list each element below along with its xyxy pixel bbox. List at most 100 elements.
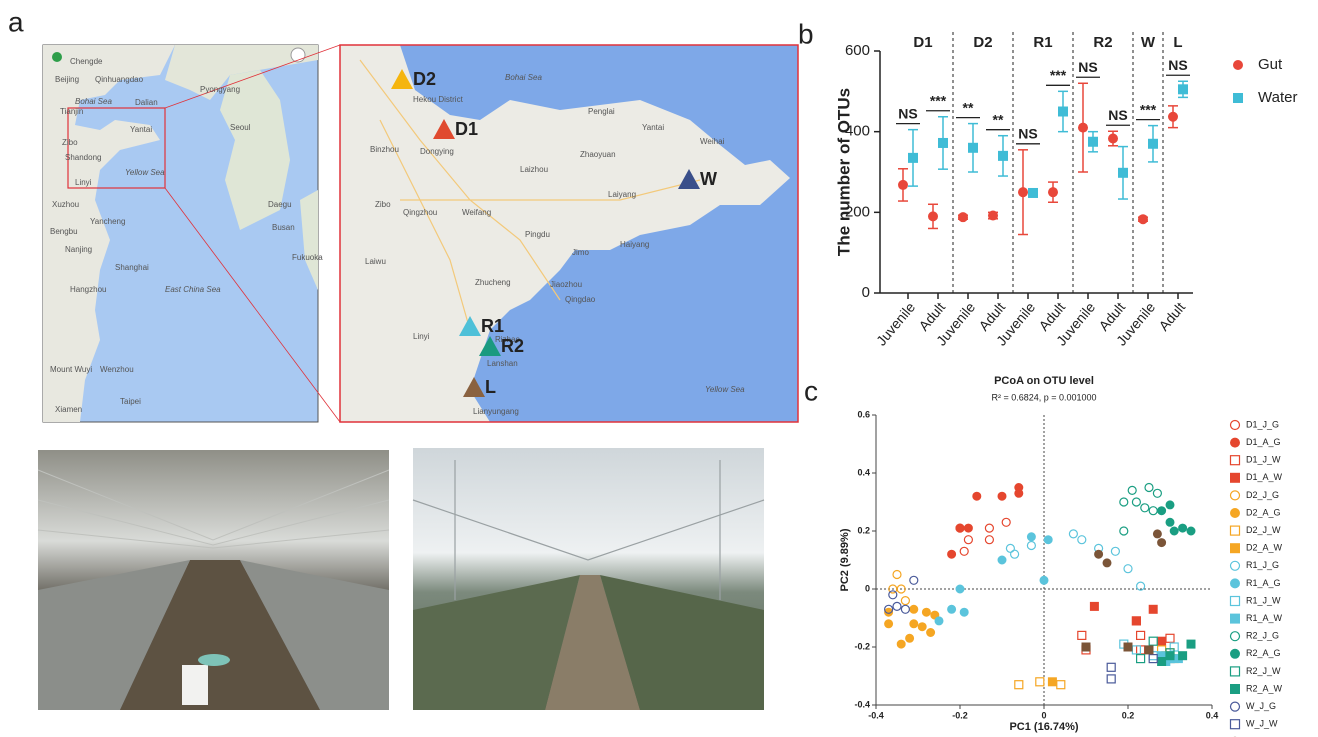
point bbox=[1149, 655, 1157, 663]
point bbox=[964, 536, 972, 544]
point bbox=[1107, 663, 1115, 671]
point bbox=[885, 620, 893, 628]
legend-marker bbox=[1231, 438, 1240, 447]
map-label: Binzhou bbox=[370, 145, 399, 154]
point bbox=[960, 547, 968, 555]
legend-label: R2_A_W bbox=[1246, 683, 1283, 693]
legend-label: W_J_G bbox=[1246, 701, 1276, 711]
map-label: Pingdu bbox=[525, 230, 550, 239]
point bbox=[1078, 536, 1086, 544]
point bbox=[889, 591, 897, 599]
x-tick-label: Juvenile bbox=[873, 299, 918, 349]
point bbox=[1148, 139, 1158, 149]
map-label: Weifang bbox=[462, 208, 491, 217]
point bbox=[1088, 137, 1098, 147]
point bbox=[901, 597, 909, 605]
point bbox=[973, 492, 981, 500]
point bbox=[1179, 652, 1187, 660]
photo-left bbox=[38, 450, 389, 710]
point bbox=[1153, 530, 1161, 538]
point bbox=[935, 617, 943, 625]
point bbox=[1166, 634, 1174, 642]
point bbox=[1179, 524, 1187, 532]
point bbox=[1132, 617, 1140, 625]
group-label: R1 bbox=[1033, 34, 1052, 51]
point bbox=[1027, 533, 1035, 541]
map-label: Haiyang bbox=[620, 240, 649, 249]
point bbox=[1027, 542, 1035, 550]
map-label: Xuzhou bbox=[52, 200, 79, 209]
point bbox=[910, 576, 918, 584]
map-label: Mount Wuyi bbox=[50, 365, 92, 374]
legend-label: D1_J_G bbox=[1246, 419, 1279, 429]
legend-label: D2_J_W bbox=[1246, 525, 1281, 535]
legend-label: W_J_W bbox=[1246, 719, 1278, 729]
legend-label: Gut bbox=[1258, 56, 1283, 73]
point bbox=[1103, 559, 1111, 567]
point bbox=[893, 602, 901, 610]
y-tick-label: 0.4 bbox=[857, 467, 870, 477]
legend-marker bbox=[1231, 597, 1240, 606]
x-tick-label: -0.2 bbox=[952, 710, 968, 720]
point bbox=[1048, 187, 1058, 197]
point bbox=[1178, 84, 1188, 94]
point bbox=[1187, 527, 1195, 535]
map-label: Hangzhou bbox=[70, 285, 106, 294]
legend-label: R1_A_W bbox=[1246, 613, 1283, 623]
map-label: Taipei bbox=[120, 397, 141, 406]
legend-marker bbox=[1231, 579, 1240, 588]
legend-label: R1_J_G bbox=[1246, 560, 1279, 570]
map-label: East China Sea bbox=[165, 285, 221, 294]
x-tick-label: 0.2 bbox=[1122, 710, 1135, 720]
significance-label: *** bbox=[930, 92, 947, 108]
point bbox=[960, 608, 968, 616]
chart-title: PCoA on OTU level bbox=[994, 375, 1094, 387]
y-tick-label: 0.6 bbox=[857, 409, 870, 419]
point bbox=[1090, 602, 1098, 610]
point bbox=[956, 585, 964, 593]
point bbox=[1149, 637, 1157, 645]
y-tick-label: 0.2 bbox=[857, 525, 870, 535]
map-label: Laiwu bbox=[365, 257, 386, 266]
x-axis-label: PC1 (16.74%) bbox=[1009, 721, 1078, 733]
legend-label: D1_A_W bbox=[1246, 472, 1283, 482]
point bbox=[1078, 123, 1088, 133]
map-label: Zhaoyuan bbox=[580, 150, 616, 159]
group-label: L bbox=[1173, 34, 1182, 51]
point bbox=[1118, 168, 1128, 178]
legend-label: D2_A_W bbox=[1246, 543, 1283, 553]
figure: a b c ChengdeBeijingQinhuangdaoDalianPyo… bbox=[0, 0, 1318, 737]
point bbox=[1028, 188, 1038, 198]
point bbox=[1145, 484, 1153, 492]
point bbox=[1166, 501, 1174, 509]
map-label: Dongying bbox=[420, 147, 454, 156]
legend-marker bbox=[1231, 702, 1240, 711]
point bbox=[1111, 547, 1119, 555]
point bbox=[998, 151, 1008, 161]
point bbox=[922, 608, 930, 616]
point bbox=[910, 620, 918, 628]
point bbox=[901, 605, 909, 613]
point bbox=[927, 629, 935, 637]
map-label: Qinhuangdao bbox=[95, 75, 144, 84]
legend-marker bbox=[1231, 421, 1240, 430]
map-label: Zibo bbox=[375, 200, 391, 209]
significance-label: NS bbox=[1018, 126, 1037, 142]
panel-label: a bbox=[8, 6, 24, 37]
site-label: L bbox=[485, 377, 496, 397]
map-label: Yancheng bbox=[90, 217, 125, 226]
point bbox=[1149, 507, 1157, 515]
point bbox=[1018, 187, 1028, 197]
legend-marker bbox=[1231, 614, 1240, 623]
y-tick-label: 600 bbox=[845, 42, 870, 59]
significance-label: NS bbox=[1168, 57, 1187, 73]
legend-marker bbox=[1231, 509, 1240, 518]
map-label: Pyongyang bbox=[200, 85, 240, 94]
map-label: Daegu bbox=[268, 200, 292, 209]
map-label: Yellow Sea bbox=[705, 385, 745, 394]
significance-label: NS bbox=[898, 105, 917, 121]
legend-marker bbox=[1231, 473, 1240, 482]
point bbox=[1158, 507, 1166, 515]
point bbox=[1153, 489, 1161, 497]
chart-subtitle: R² = 0.6824, p = 0.001000 bbox=[991, 392, 1096, 402]
